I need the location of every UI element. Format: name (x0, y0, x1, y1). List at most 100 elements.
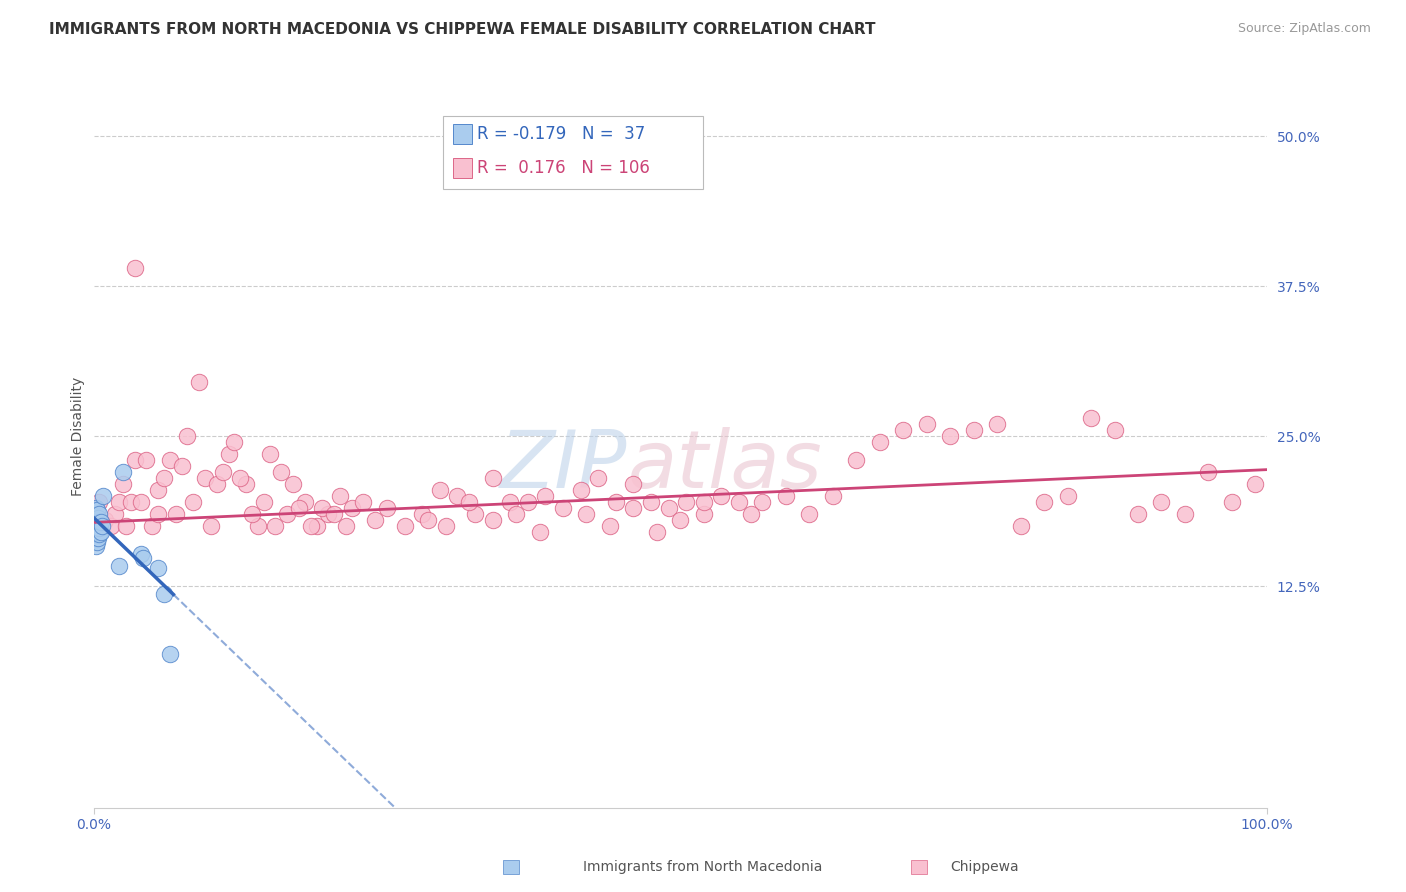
Point (799, 507, 821, 521)
Point (640, 495, 662, 509)
Point (135, 453, 157, 467)
Point (434, 519, 457, 533)
Text: atlas: atlas (627, 426, 823, 505)
Point (276, 507, 298, 521)
Text: Chippewa: Chippewa (950, 860, 1018, 874)
Point (89, 527, 111, 541)
Point (129, 495, 152, 509)
Text: Source: ZipAtlas.com: Source: ZipAtlas.com (1237, 22, 1371, 36)
Point (329, 489, 352, 503)
Point (481, 471, 503, 485)
Point (1104, 423, 1126, 437)
Point (211, 465, 233, 479)
Point (218, 447, 240, 461)
Point (90, 524, 112, 539)
Point (188, 375, 211, 389)
Point (529, 524, 551, 539)
Point (429, 483, 451, 497)
Point (1126, 507, 1149, 521)
Point (281, 477, 304, 491)
Point (87, 524, 110, 539)
Point (294, 495, 316, 509)
Point (675, 495, 697, 509)
Point (845, 453, 868, 467)
Point (146, 483, 169, 497)
Point (84, 519, 107, 533)
Point (775, 489, 797, 503)
Point (89, 495, 111, 509)
Point (89, 521, 111, 535)
Point (299, 519, 322, 533)
Text: IMMIGRANTS FROM NORTH MACEDONIA VS CHIPPEWA FEMALE DISABILITY CORRELATION CHART: IMMIGRANTS FROM NORTH MACEDONIA VS CHIPP… (49, 22, 876, 37)
Point (83, 516, 105, 530)
Point (89, 516, 111, 530)
Point (229, 471, 252, 485)
Point (569, 483, 592, 497)
Point (83, 523, 105, 537)
Point (1010, 519, 1032, 533)
Point (146, 561, 169, 575)
Point (86, 527, 108, 541)
Point (669, 513, 692, 527)
Point (446, 489, 468, 503)
Point (411, 507, 433, 521)
Point (124, 260, 146, 275)
Point (224, 435, 246, 450)
Point (869, 435, 891, 450)
Point (100, 519, 122, 533)
Point (153, 587, 176, 601)
Point (1220, 495, 1243, 509)
Point (240, 507, 263, 521)
Point (84, 540, 107, 554)
Point (599, 519, 621, 533)
Point (90, 519, 112, 533)
Point (645, 524, 668, 539)
Point (416, 513, 439, 527)
Point (316, 507, 339, 521)
Point (821, 489, 844, 503)
Point (986, 417, 1008, 431)
Point (710, 489, 733, 503)
Text: R =  0.176   N = 106: R = 0.176 N = 106 (477, 159, 650, 177)
Point (915, 417, 938, 431)
Point (340, 501, 363, 516)
Point (259, 447, 281, 461)
Point (111, 465, 134, 479)
Point (176, 429, 198, 443)
Point (84, 524, 107, 539)
Point (86, 521, 108, 535)
Point (394, 519, 416, 533)
Point (86, 509, 108, 524)
Text: ZIP: ZIP (501, 426, 627, 505)
Point (108, 495, 131, 509)
Point (751, 495, 773, 509)
Point (458, 495, 481, 509)
Point (335, 519, 357, 533)
Y-axis label: Female Disability: Female Disability (72, 376, 86, 496)
Point (1033, 495, 1056, 509)
Point (305, 519, 328, 533)
Point (181, 495, 204, 509)
Point (84, 513, 107, 527)
Point (499, 495, 522, 509)
Point (323, 507, 346, 521)
Point (159, 453, 181, 467)
Point (91, 489, 114, 503)
Point (939, 429, 962, 443)
Point (86, 534, 108, 549)
Point (375, 501, 398, 516)
Point (90, 516, 112, 530)
Point (146, 507, 169, 521)
Point (1056, 489, 1078, 503)
Point (1080, 411, 1102, 425)
Point (658, 501, 681, 516)
Text: R = -0.179   N =  37: R = -0.179 N = 37 (477, 125, 645, 143)
Point (111, 477, 134, 491)
Point (153, 471, 176, 485)
Point (83, 527, 105, 541)
Point (740, 507, 762, 521)
Point (311, 501, 333, 516)
Point (353, 495, 375, 509)
Point (108, 558, 131, 573)
Point (83, 503, 105, 517)
